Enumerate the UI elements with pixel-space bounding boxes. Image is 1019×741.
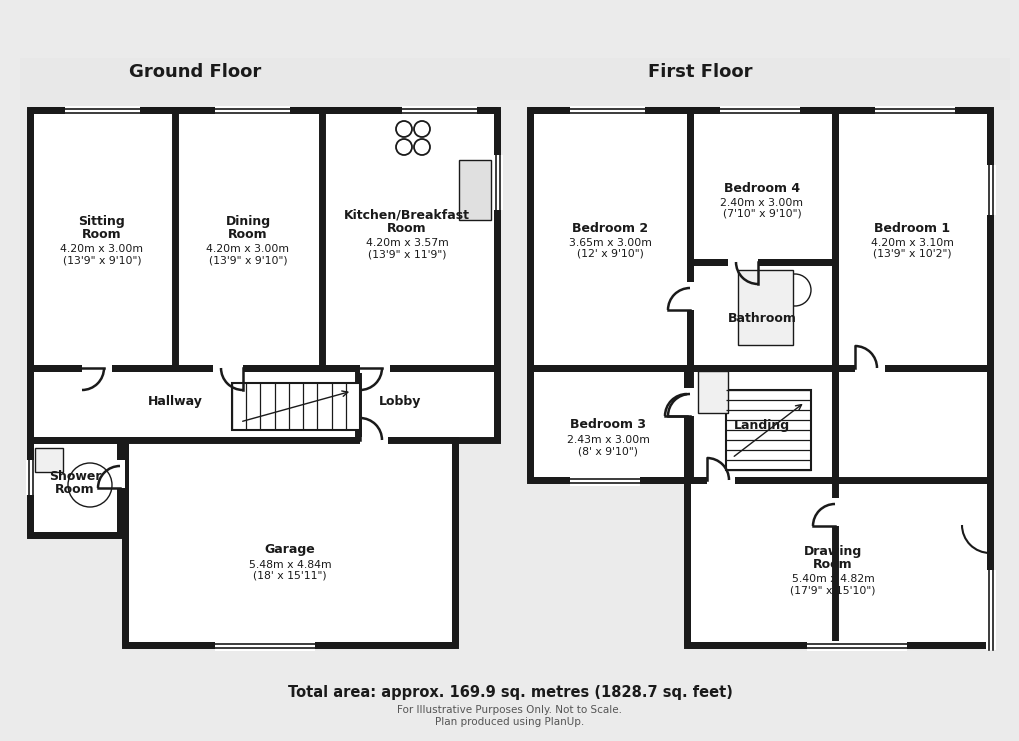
Text: For Illustrative Purposes Only. Not to Scale.: For Illustrative Purposes Only. Not to S… [397,705,622,715]
Bar [65,106,140,116]
Text: Milburys: Milburys [625,433,894,487]
Text: (8' x 9'10"): (8' x 9'10") [578,446,637,456]
Bar [530,368,687,480]
Bar [215,106,289,116]
Text: MANAGEMENT: MANAGEMENT [709,508,809,522]
Text: (13'9" x 10'2"): (13'9" x 10'2") [872,249,951,259]
Text: Room: Room [83,228,121,241]
Text: (12' x 9'10"): (12' x 9'10") [576,249,643,259]
Bar [570,476,639,486]
Bar [719,106,799,116]
Text: Total area: approx. 169.9 sq. metres (1828.7 sq. feet): Total area: approx. 169.9 sq. metres (18… [287,685,732,700]
Text: (13'9" x 9'10"): (13'9" x 9'10") [209,256,287,265]
Text: Lobby: Lobby [378,396,421,408]
Text: First Floor: First Floor [647,63,752,81]
Text: 2.40m x 3.00m: 2.40m x 3.00m [719,198,803,208]
Bar [738,270,792,345]
Bar [20,58,1009,100]
Bar [874,106,954,116]
Text: 5.48m x 4.84m: 5.48m x 4.84m [249,560,331,570]
Text: 4.20m x 3.00m: 4.20m x 3.00m [206,245,289,254]
Bar [835,110,989,368]
Bar [687,282,694,310]
Bar [530,110,689,368]
Text: 2.43m x 3.00m: 2.43m x 3.00m [566,435,649,445]
Bar [687,388,694,416]
Text: Hallway: Hallway [148,396,202,408]
Text: Room: Room [387,222,426,235]
Bar [231,383,360,430]
Bar [728,259,757,267]
Text: Room: Room [812,558,852,571]
Bar [30,368,496,440]
Text: Milburys: Milburys [130,403,399,457]
Bar [687,368,835,480]
Text: (17'9" x 15'10"): (17'9" x 15'10") [790,585,875,596]
Bar [459,160,490,220]
Bar [215,641,315,651]
Bar [360,437,387,445]
Bar [687,480,989,645]
Bar [82,365,112,373]
Bar [570,106,644,116]
Bar [492,155,502,210]
Bar [835,368,989,480]
Bar [832,498,840,526]
Bar [30,440,120,535]
Text: SALES  LETTING  MANAGEMENT: SALES LETTING MANAGEMENT [154,479,375,491]
Bar [689,110,835,262]
Bar [985,165,995,215]
Text: 4.20m x 3.10m: 4.20m x 3.10m [869,238,953,248]
Text: (18' x 15'11"): (18' x 15'11") [253,571,326,581]
Bar [401,106,477,116]
Bar [689,262,835,368]
Bar [726,390,810,470]
Text: Bedroom 2: Bedroom 2 [572,222,647,234]
Text: Garage: Garage [264,543,315,556]
Bar [360,365,389,373]
Text: Dining: Dining [225,215,270,228]
Text: Room: Room [55,483,95,496]
Text: 5.40m x 4.82m: 5.40m x 4.82m [791,574,873,585]
Bar [30,110,496,368]
Bar [854,365,884,373]
Bar [697,371,728,413]
Bar [806,641,906,651]
Bar [684,388,691,416]
Bar [117,460,125,488]
Text: (13'9" x 9'10"): (13'9" x 9'10") [62,256,142,265]
Bar [706,477,735,485]
Text: Ground Floor: Ground Floor [128,63,261,81]
Bar [213,365,243,373]
Text: Kitchen/Breakfast: Kitchen/Breakfast [343,209,470,222]
Text: 4.20m x 3.00m: 4.20m x 3.00m [60,245,144,254]
Bar [985,570,995,650]
Text: 4.20m x 3.57m: 4.20m x 3.57m [365,239,448,248]
Text: Shower: Shower [49,470,101,483]
Text: Bathroom: Bathroom [727,311,796,325]
Text: (7'10" x 9'10"): (7'10" x 9'10") [721,209,801,219]
Text: Bedroom 4: Bedroom 4 [723,182,799,194]
Text: 3.65m x 3.00m: 3.65m x 3.00m [568,238,651,248]
Bar [35,448,63,472]
Text: Bedroom 1: Bedroom 1 [873,222,949,234]
Text: Landing: Landing [734,419,790,431]
Text: Plan produced using PlanUp.: Plan produced using PlanUp. [435,717,584,727]
Text: Drawing: Drawing [803,545,861,558]
Text: Room: Room [228,228,268,241]
Text: Bedroom 3: Bedroom 3 [570,419,645,431]
Text: (13'9" x 11'9"): (13'9" x 11'9") [368,250,446,259]
Bar [125,440,454,645]
Text: Sitting: Sitting [78,215,125,228]
Bar [25,460,36,495]
